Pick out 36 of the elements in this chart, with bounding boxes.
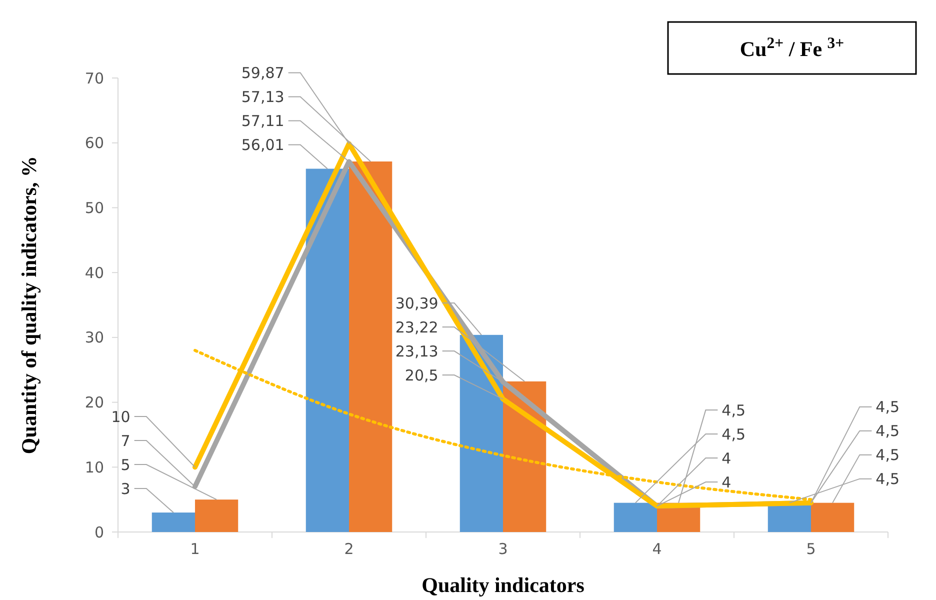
data-label: 56,01 (241, 136, 284, 154)
y-tick-label: 60 (84, 134, 104, 152)
data-label: 4,5 (876, 398, 900, 416)
x-tick-label: 1 (190, 540, 200, 558)
data-label: 4 (722, 449, 732, 468)
x-axis-title: Quality indicators (422, 573, 584, 597)
data-label: 59,87 (241, 64, 284, 82)
y-tick-label: 30 (84, 328, 104, 347)
data-label: 23,13 (395, 342, 438, 360)
y-tick-label: 50 (84, 198, 104, 217)
data-label: 57,13 (241, 88, 284, 106)
y-tick-label: 0 (94, 523, 104, 542)
y-axis-title: Quantity of quality indicators, % (17, 156, 41, 454)
x-tick-label: 2 (344, 540, 354, 558)
x-tick-label: 5 (806, 540, 816, 558)
data-label: 4,5 (722, 401, 746, 420)
x-tick-label: 3 (498, 540, 508, 558)
data-label: 57,11 (241, 112, 284, 130)
data-label: 10 (111, 408, 130, 426)
data-label: 4,5 (876, 446, 900, 464)
y-tick-label: 70 (84, 69, 104, 88)
data-label: 4,5 (876, 422, 900, 440)
data-label: 30,39 (395, 294, 438, 312)
x-tick-label: 4 (652, 540, 662, 558)
y-tick-label: 40 (84, 264, 104, 282)
data-label: 4,5 (876, 470, 900, 488)
data-label: 20,5 (404, 366, 438, 384)
data-label: 23,22 (395, 318, 438, 336)
y-tick-label: 10 (84, 458, 104, 476)
data-label: 4 (722, 473, 732, 492)
data-label: 3 (120, 480, 130, 498)
text: Cu$^{2+}$ / Fe $^{3+}$ (740, 34, 844, 61)
data-label: 5 (120, 456, 130, 474)
data-label: 7 (120, 432, 130, 450)
data-label: 4,5 (722, 425, 746, 444)
y-tick-label: 20 (84, 394, 104, 412)
